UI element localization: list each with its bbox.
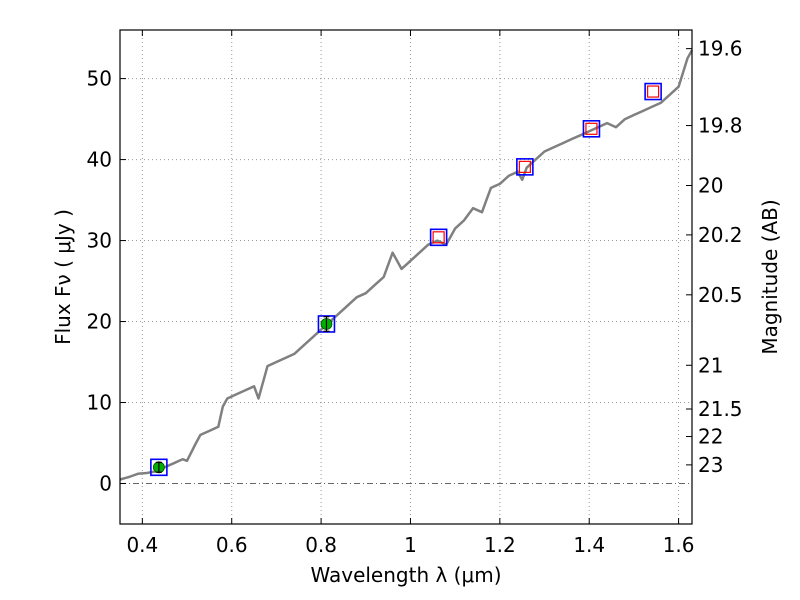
x-tick-label: 1.4 <box>573 533 605 557</box>
photometry-box <box>516 158 534 176</box>
grid-lines <box>120 30 692 524</box>
y-tick-label: 40 <box>87 148 112 172</box>
model-flux-marker <box>432 231 445 244</box>
magnitude-tick-label: 23 <box>698 453 723 477</box>
photometry-box <box>582 120 601 138</box>
y-tick-label: 30 <box>87 229 112 253</box>
axis-ticks: 0.4 0.6 0.8 1 1.2 1.4 1.6 0 10 20 30 40 50 19.6 19.8 20… <box>87 30 743 557</box>
x-axis-label: Wavelength λ (μm) <box>310 563 501 587</box>
y-tick-label: 50 <box>87 67 112 91</box>
magnitude-tick-label: 21 <box>698 353 723 377</box>
magnitude-tick-label: 20.2 <box>698 223 743 247</box>
photometry-box <box>317 315 336 333</box>
photometry-box <box>644 82 662 101</box>
x-tick-label: 1 <box>404 533 417 557</box>
magnitude-tick-label: 19.6 <box>698 37 743 61</box>
plot-frame <box>119 29 693 525</box>
y-tick-label: 10 <box>87 391 112 415</box>
magnitude-tick-label: 20 <box>698 173 723 197</box>
magnitude-axis-label: Magnitude (AB) <box>758 199 782 354</box>
y-tick-label: 20 <box>87 310 112 334</box>
magnitude-tick-label: 19.8 <box>698 114 743 138</box>
x-tick-label: 0.4 <box>126 533 158 557</box>
magnitude-tick-label: 20.5 <box>698 283 743 307</box>
photometry-points <box>150 82 662 477</box>
y-axis-label: Flux Fν ( μJy ) <box>51 209 75 345</box>
model-flux-marker <box>585 122 598 135</box>
x-tick-label: 1.2 <box>484 533 516 557</box>
spectrum-line <box>119 49 694 481</box>
x-tick-label: 0.6 <box>216 533 248 557</box>
magnitude-tick-label: 22 <box>698 425 723 449</box>
y-tick-label: 0 <box>99 472 112 496</box>
model-flux-marker <box>647 85 660 98</box>
magnitude-tick-label: 21.5 <box>698 397 743 421</box>
x-tick-label: 0.8 <box>305 533 337 557</box>
photometry-box <box>429 228 448 247</box>
photometry-box <box>150 458 168 477</box>
model-flux-marker <box>518 160 531 173</box>
x-tick-label: 1.6 <box>663 533 695 557</box>
